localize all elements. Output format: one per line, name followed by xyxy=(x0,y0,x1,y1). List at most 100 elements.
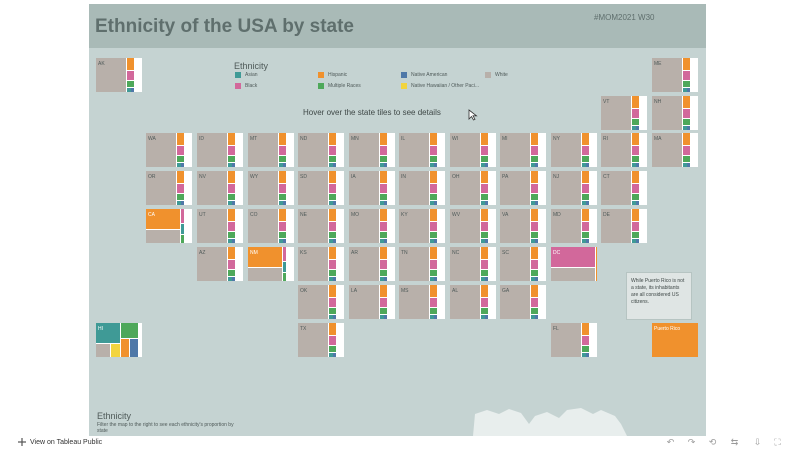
state-tile-dc[interactable]: DC xyxy=(551,247,597,281)
legend-label: Black xyxy=(245,83,258,89)
state-tile-vt[interactable]: VT xyxy=(601,96,647,130)
state-code-label: SC xyxy=(502,250,509,256)
ethnicity-block xyxy=(632,96,639,108)
state-code-label: NM xyxy=(250,250,258,256)
legend-item-native-american[interactable]: Native American xyxy=(401,72,447,78)
ethnicity-block xyxy=(430,298,437,307)
state-tile-ky[interactable]: KY xyxy=(399,209,445,243)
revert-icon[interactable]: ⟲ xyxy=(708,437,717,447)
ethnicity-block xyxy=(481,163,485,167)
ethnicity-block xyxy=(582,171,589,183)
share-icon[interactable]: ⇆ xyxy=(730,437,739,447)
state-tile-me[interactable]: ME xyxy=(652,58,698,92)
state-tile-fl[interactable]: FL xyxy=(551,323,597,357)
state-tile-ks[interactable]: KS xyxy=(298,247,344,281)
state-tile-mi[interactable]: MI xyxy=(500,133,546,167)
state-tile-wy[interactable]: WY xyxy=(248,171,294,205)
ethnicity-filter-map[interactable] xyxy=(469,404,629,436)
state-tile-nv[interactable]: NV xyxy=(197,171,243,205)
state-tile-az[interactable]: AZ xyxy=(197,247,243,281)
ethnicity-block xyxy=(687,126,690,130)
state-tile-wa[interactable]: WA xyxy=(146,133,192,167)
state-tile-nh[interactable]: NH xyxy=(652,96,698,130)
download-icon[interactable]: ⇩ xyxy=(753,437,762,447)
state-tile-ak[interactable]: AK xyxy=(96,58,142,92)
ethnicity-block xyxy=(582,239,586,243)
state-tile-puerto-rico[interactable]: Puerto Rico xyxy=(652,323,698,357)
state-tile-sd[interactable]: SD xyxy=(298,171,344,205)
ethnicity-block xyxy=(127,71,134,80)
dashboard-title: Ethnicity of the USA by state xyxy=(95,16,354,37)
state-tile-ri[interactable]: RI xyxy=(601,133,647,167)
state-tile-ok[interactable]: OK xyxy=(298,285,344,319)
legend-item-asian[interactable]: Asian xyxy=(235,72,258,78)
ethnicity-block xyxy=(551,323,581,357)
state-tile-ca[interactable]: CA xyxy=(146,209,192,243)
ethnicity-block xyxy=(683,81,690,87)
ethnicity-block xyxy=(636,239,639,243)
legend-item-hispanic[interactable]: Hispanic xyxy=(318,72,347,78)
state-tile-hi[interactable]: HI xyxy=(96,323,142,357)
state-tile-nd[interactable]: ND xyxy=(298,133,344,167)
state-tile-mo[interactable]: MO xyxy=(349,209,395,243)
state-tile-ar[interactable]: AR xyxy=(349,247,395,281)
ethnicity-block xyxy=(399,285,429,319)
state-tile-nc[interactable]: NC xyxy=(450,247,496,281)
state-tile-ga[interactable]: GA xyxy=(500,285,546,319)
state-code-label: PA xyxy=(502,174,509,180)
undo-icon[interactable]: ↶ xyxy=(666,437,675,447)
state-tile-ct[interactable]: CT xyxy=(601,171,647,205)
state-tile-ia[interactable]: IA xyxy=(349,171,395,205)
redo-icon[interactable]: ↷ xyxy=(687,437,696,447)
state-tile-id[interactable]: ID xyxy=(197,133,243,167)
ethnicity-block xyxy=(333,277,336,281)
ethnicity-block xyxy=(430,133,437,145)
state-tile-oh[interactable]: OH xyxy=(450,171,496,205)
state-tile-tn[interactable]: TN xyxy=(399,247,445,281)
view-on-tableau-link[interactable]: View on Tableau Public xyxy=(18,438,102,446)
state-tile-nm[interactable]: NM xyxy=(248,247,294,281)
ethnicity-block xyxy=(380,277,384,281)
legend-item-native-hawaiian-other-paci[interactable]: Native Hawaiian / Other Paci... xyxy=(401,83,479,89)
ethnicity-block xyxy=(582,346,589,352)
state-tile-al[interactable]: AL xyxy=(450,285,496,319)
ethnicity-block xyxy=(283,247,286,261)
state-tile-md[interactable]: MD xyxy=(551,209,597,243)
state-tile-pa[interactable]: PA xyxy=(500,171,546,205)
state-tile-il[interactable]: IL xyxy=(399,133,445,167)
ethnicity-block xyxy=(228,184,235,193)
legend-item-multiple-races[interactable]: Multiple Races xyxy=(318,83,361,89)
state-tile-va[interactable]: VA xyxy=(500,209,546,243)
state-tile-ms[interactable]: MS xyxy=(399,285,445,319)
state-tile-mn[interactable]: MN xyxy=(349,133,395,167)
ethnicity-block xyxy=(298,171,328,205)
ethnicity-block xyxy=(177,163,181,167)
fullscreen-icon[interactable]: ⛶ xyxy=(774,437,781,447)
state-tile-wi[interactable]: WI xyxy=(450,133,496,167)
state-tile-tx[interactable]: TX xyxy=(298,323,344,357)
ethnicity-block xyxy=(450,247,480,281)
state-tile-sc[interactable]: SC xyxy=(500,247,546,281)
state-tile-de[interactable]: DE xyxy=(601,209,647,243)
ethnicity-block xyxy=(329,133,336,145)
state-code-label: DE xyxy=(603,212,611,218)
state-tile-ma[interactable]: MA xyxy=(652,133,698,167)
ethnicity-block xyxy=(551,247,595,267)
legend-item-black[interactable]: Black xyxy=(235,83,257,89)
ethnicity-block xyxy=(586,353,589,357)
legend-item-white[interactable]: White xyxy=(485,72,508,78)
ethnicity-block xyxy=(146,230,180,243)
state-tile-mt[interactable]: MT xyxy=(248,133,294,167)
state-tile-co[interactable]: CO xyxy=(248,209,294,243)
state-tile-ny[interactable]: NY xyxy=(551,133,597,167)
ethnicity-block xyxy=(601,133,631,167)
state-tile-wv[interactable]: WV xyxy=(450,209,496,243)
state-tile-ne[interactable]: NE xyxy=(298,209,344,243)
legend-label: Asian xyxy=(245,72,258,78)
state-tile-ut[interactable]: UT xyxy=(197,209,243,243)
state-tile-nj[interactable]: NJ xyxy=(551,171,597,205)
state-tile-in[interactable]: IN xyxy=(399,171,445,205)
state-tile-or[interactable]: OR xyxy=(146,171,192,205)
ethnicity-block xyxy=(177,146,184,155)
state-tile-la[interactable]: LA xyxy=(349,285,395,319)
